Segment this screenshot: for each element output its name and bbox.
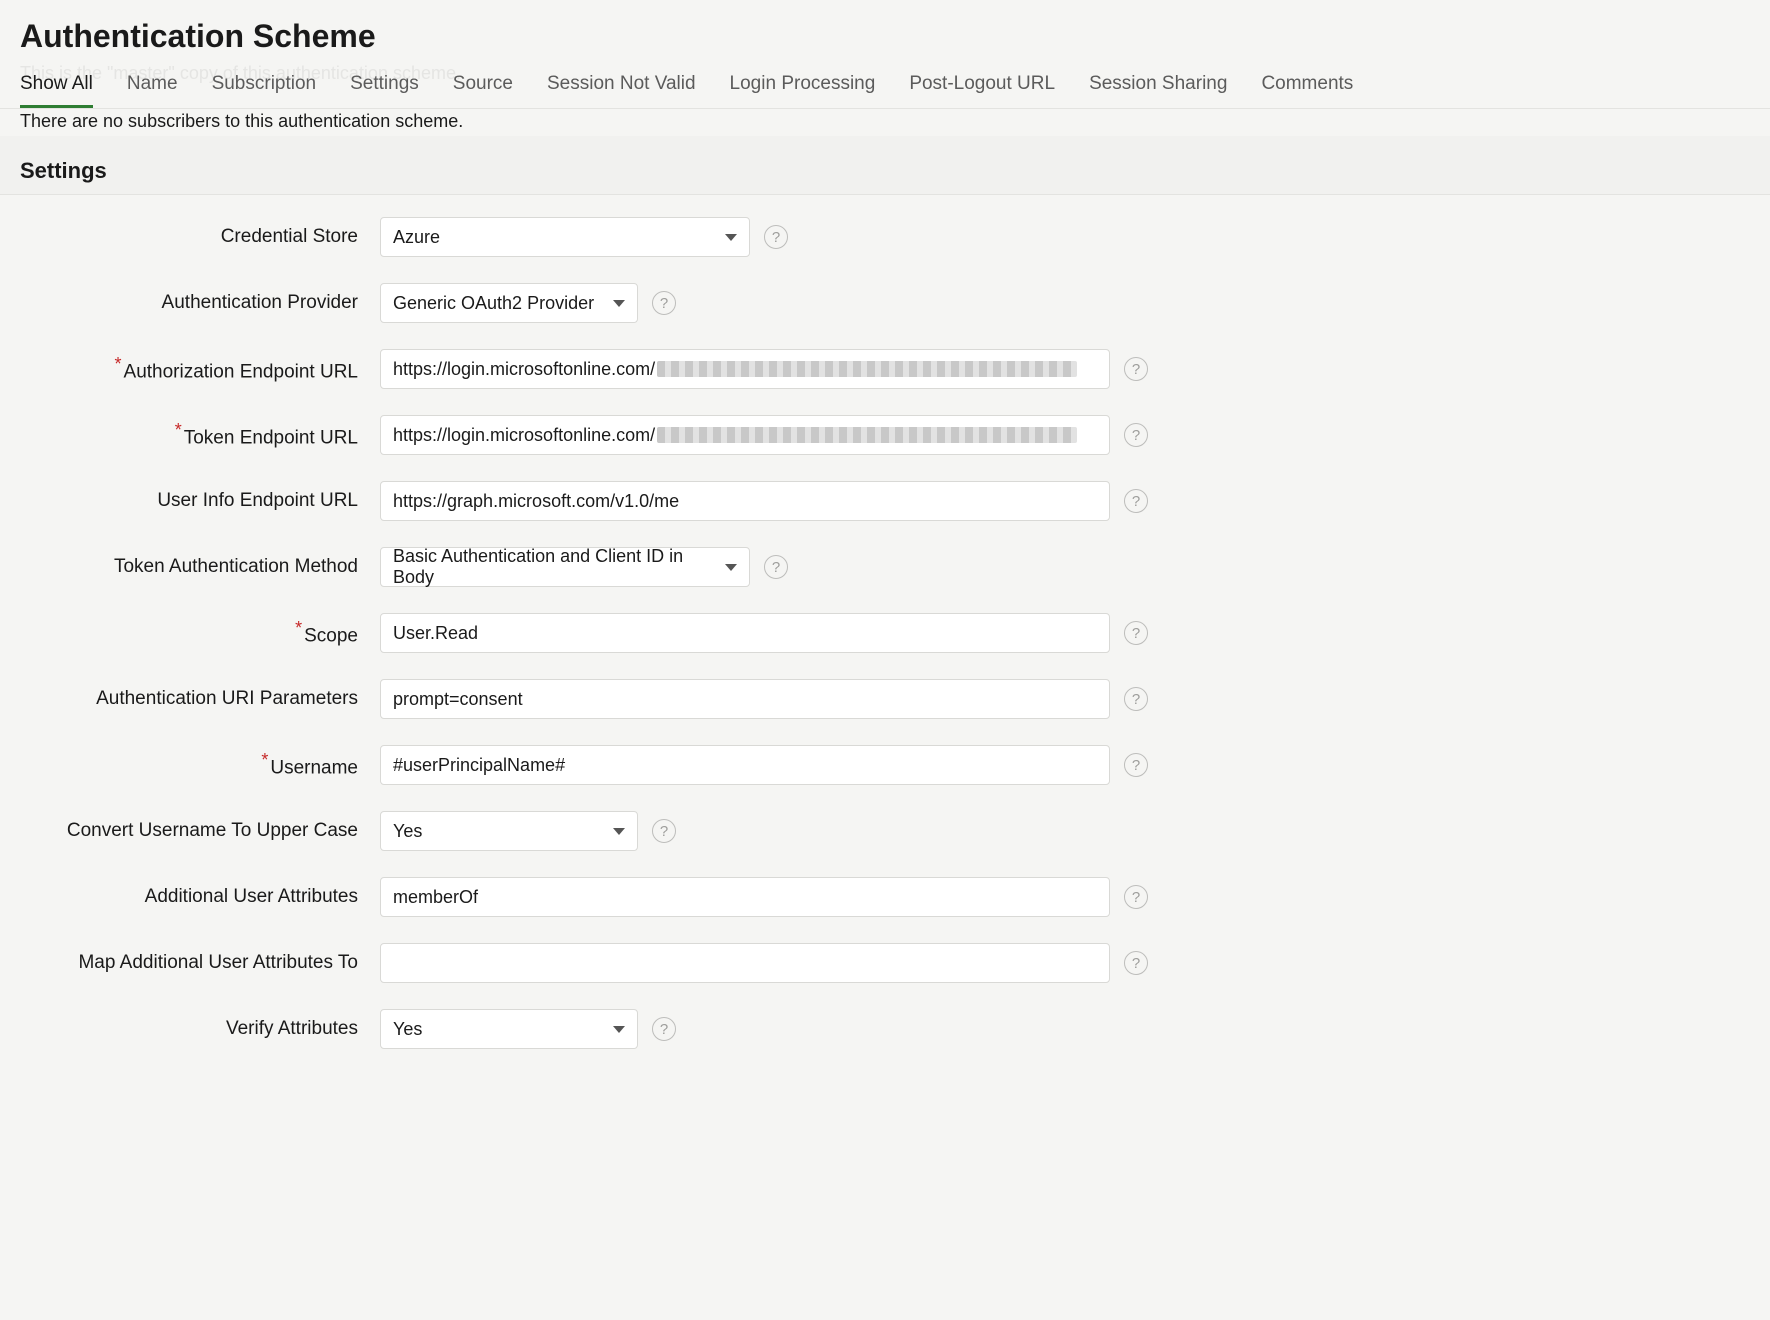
auth-uri-params-input[interactable]: [380, 679, 1110, 719]
help-icon[interactable]: ?: [1124, 423, 1148, 447]
tab-show-all[interactable]: Show All: [20, 65, 93, 108]
token-endpoint-input[interactable]: https://login.microsoftonline.com/: [380, 415, 1110, 455]
verify-attrs-value: Yes: [393, 1019, 422, 1040]
help-icon[interactable]: ?: [1124, 357, 1148, 381]
label-auth-uri-params: Authentication URI Parameters: [20, 688, 380, 710]
label-auth-endpoint: Authorization Endpoint URL: [124, 362, 358, 383]
help-icon[interactable]: ?: [1124, 885, 1148, 909]
tab-session-not-valid[interactable]: Session Not Valid: [547, 65, 696, 108]
userinfo-endpoint-input[interactable]: [380, 481, 1110, 521]
auth-provider-value: Generic OAuth2 Provider: [393, 293, 594, 314]
token-endpoint-prefix: https://login.microsoftonline.com/: [393, 425, 655, 446]
subscription-message: There are no subscribers to this authent…: [0, 107, 1770, 136]
label-map-attrs-to: Map Additional User Attributes To: [20, 952, 380, 974]
map-attrs-to-input[interactable]: [380, 943, 1110, 983]
tab-settings[interactable]: Settings: [350, 65, 419, 108]
settings-form: Credential Store Azure ? Authentication …: [0, 217, 1770, 1105]
chevron-down-icon: [613, 828, 625, 835]
help-icon[interactable]: ?: [1124, 753, 1148, 777]
label-token-endpoint: Token Endpoint URL: [184, 428, 358, 449]
help-icon[interactable]: ?: [652, 291, 676, 315]
label-convert-upper: Convert Username To Upper Case: [20, 820, 380, 842]
help-icon[interactable]: ?: [764, 555, 788, 579]
chevron-down-icon: [613, 300, 625, 307]
tab-session-sharing[interactable]: Session Sharing: [1089, 65, 1227, 108]
page-title: Authentication Scheme: [20, 18, 1770, 55]
tab-name[interactable]: Name: [127, 65, 178, 108]
username-input[interactable]: [380, 745, 1110, 785]
help-icon[interactable]: ?: [764, 225, 788, 249]
tab-subscription[interactable]: Subscription: [212, 65, 317, 108]
auth-endpoint-prefix: https://login.microsoftonline.com/: [393, 359, 655, 380]
auth-endpoint-input[interactable]: https://login.microsoftonline.com/: [380, 349, 1110, 389]
help-icon[interactable]: ?: [652, 1017, 676, 1041]
help-icon[interactable]: ?: [652, 819, 676, 843]
label-additional-attrs: Additional User Attributes: [20, 886, 380, 908]
label-scope: Scope: [304, 626, 358, 647]
credential-store-select[interactable]: Azure: [380, 217, 750, 257]
label-credential-store: Credential Store: [20, 226, 380, 248]
required-mark: *: [175, 420, 182, 440]
tab-source[interactable]: Source: [453, 65, 513, 108]
tab-login-processing[interactable]: Login Processing: [730, 65, 876, 108]
credential-store-value: Azure: [393, 227, 440, 248]
token-auth-method-select[interactable]: Basic Authentication and Client ID in Bo…: [380, 547, 750, 587]
required-mark: *: [295, 618, 302, 638]
help-icon[interactable]: ?: [1124, 489, 1148, 513]
tab-post-logout-url[interactable]: Post-Logout URL: [909, 65, 1055, 108]
help-icon[interactable]: ?: [1124, 687, 1148, 711]
verify-attrs-select[interactable]: Yes: [380, 1009, 638, 1049]
chevron-down-icon: [613, 1026, 625, 1033]
token-auth-method-value: Basic Authentication and Client ID in Bo…: [393, 546, 715, 588]
label-userinfo-endpoint: User Info Endpoint URL: [20, 490, 380, 512]
redacted-text: [657, 361, 1077, 377]
chevron-down-icon: [725, 234, 737, 241]
label-verify-attrs: Verify Attributes: [20, 1018, 380, 1040]
convert-upper-select[interactable]: Yes: [380, 811, 638, 851]
additional-attrs-input[interactable]: [380, 877, 1110, 917]
help-icon[interactable]: ?: [1124, 951, 1148, 975]
chevron-down-icon: [725, 564, 737, 571]
convert-upper-value: Yes: [393, 821, 422, 842]
tab-bar: Show All Name Subscription Settings Sour…: [0, 65, 1770, 109]
auth-provider-select[interactable]: Generic OAuth2 Provider: [380, 283, 638, 323]
label-username: Username: [270, 758, 358, 779]
label-auth-provider: Authentication Provider: [20, 292, 380, 314]
scope-input[interactable]: [380, 613, 1110, 653]
section-heading-settings: Settings: [0, 136, 1770, 195]
help-icon[interactable]: ?: [1124, 621, 1148, 645]
label-token-auth-method: Token Authentication Method: [20, 556, 380, 578]
tab-comments[interactable]: Comments: [1261, 65, 1353, 108]
redacted-text: [657, 427, 1077, 443]
required-mark: *: [261, 750, 268, 770]
required-mark: *: [115, 354, 122, 374]
